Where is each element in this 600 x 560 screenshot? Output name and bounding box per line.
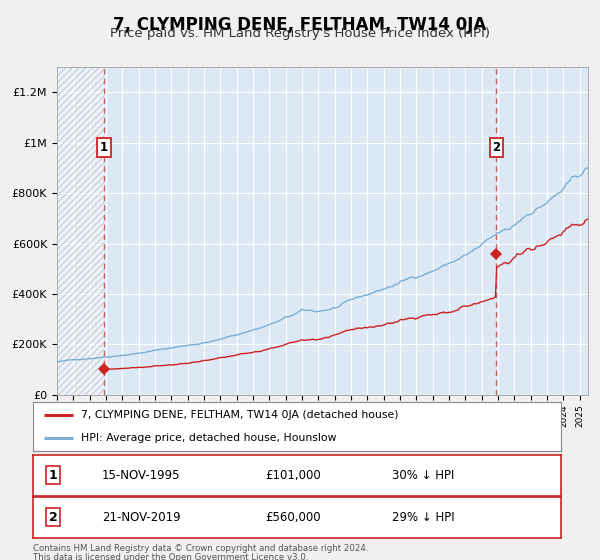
Text: 2: 2 bbox=[493, 141, 500, 154]
Text: 7, CLYMPING DENE, FELTHAM, TW14 0JA (detached house): 7, CLYMPING DENE, FELTHAM, TW14 0JA (det… bbox=[80, 410, 398, 421]
Text: Contains HM Land Registry data © Crown copyright and database right 2024.: Contains HM Land Registry data © Crown c… bbox=[33, 544, 368, 553]
Text: 15-NOV-1995: 15-NOV-1995 bbox=[101, 469, 180, 482]
Text: 21-NOV-2019: 21-NOV-2019 bbox=[101, 511, 180, 524]
Text: 1: 1 bbox=[100, 141, 108, 154]
Text: HPI: Average price, detached house, Hounslow: HPI: Average price, detached house, Houn… bbox=[80, 433, 336, 444]
Text: Price paid vs. HM Land Registry's House Price Index (HPI): Price paid vs. HM Land Registry's House … bbox=[110, 27, 490, 40]
Text: 1: 1 bbox=[49, 469, 58, 482]
Text: This data is licensed under the Open Government Licence v3.0.: This data is licensed under the Open Gov… bbox=[33, 553, 308, 560]
Text: 30% ↓ HPI: 30% ↓ HPI bbox=[392, 469, 454, 482]
Text: £101,000: £101,000 bbox=[265, 469, 321, 482]
Text: £560,000: £560,000 bbox=[265, 511, 321, 524]
Text: 29% ↓ HPI: 29% ↓ HPI bbox=[392, 511, 455, 524]
Text: 7, CLYMPING DENE, FELTHAM, TW14 0JA: 7, CLYMPING DENE, FELTHAM, TW14 0JA bbox=[113, 16, 487, 34]
Bar bbox=[57, 67, 104, 395]
Text: 2: 2 bbox=[49, 511, 58, 524]
